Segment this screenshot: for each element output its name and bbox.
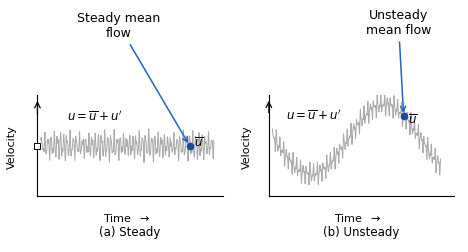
Text: Velocity: Velocity xyxy=(241,124,252,168)
Text: Time  $\rightarrow$: Time $\rightarrow$ xyxy=(334,211,381,223)
Text: Time  $\rightarrow$: Time $\rightarrow$ xyxy=(102,211,150,223)
Text: $\overline{u}$: $\overline{u}$ xyxy=(194,136,204,150)
Text: $\overline{u}$: $\overline{u}$ xyxy=(408,113,417,127)
Text: (b) Unsteady: (b) Unsteady xyxy=(323,225,400,238)
Text: (a) Steady: (a) Steady xyxy=(99,225,161,238)
Text: Unsteady
mean flow: Unsteady mean flow xyxy=(366,9,431,112)
Text: Steady mean
flow: Steady mean flow xyxy=(77,12,187,142)
Text: $u = \overline{u} + u'$: $u = \overline{u} + u'$ xyxy=(67,109,123,123)
Text: $u = \overline{u} + u'$: $u = \overline{u} + u'$ xyxy=(285,108,342,122)
Text: Velocity: Velocity xyxy=(7,124,16,168)
